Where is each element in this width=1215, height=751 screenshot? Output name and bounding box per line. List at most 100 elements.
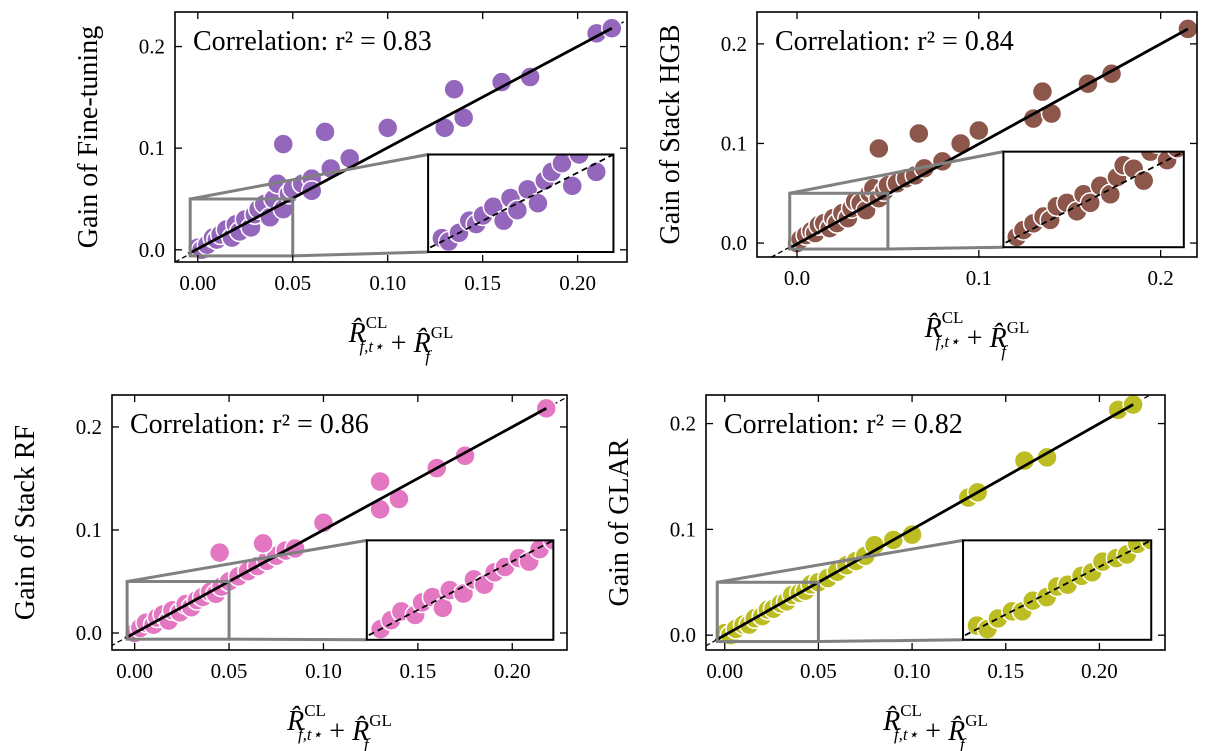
point	[706, 75, 726, 95]
point	[1139, 151, 1162, 163]
point	[526, 481, 546, 501]
x-label-sub: f,t⋆	[935, 332, 960, 351]
x-label-part: +	[960, 323, 990, 354]
annotation: Correlation: r² = 0.82	[724, 409, 963, 440]
point	[561, 175, 584, 197]
point	[1177, 18, 1197, 40]
inset	[366, 358, 840, 640]
x-label-sup: GL	[369, 711, 392, 730]
x-label-part: +	[918, 716, 948, 747]
x-label-part: R̂	[924, 313, 942, 344]
point	[376, 117, 399, 139]
x-tick-label: 0.20	[559, 271, 596, 295]
point	[586, 50, 606, 70]
plot-area	[112, 396, 567, 647]
axes-frame	[111, 394, 568, 651]
zoom-region	[788, 191, 890, 251]
y-tick-label: 0.1	[139, 136, 165, 160]
point	[1159, 523, 1179, 543]
x-label-sup: GL	[431, 323, 454, 342]
y-axis-label: Gain of Stack RF	[10, 425, 41, 620]
point	[1150, 151, 1164, 154]
inset-diagonal	[1003, 151, 1184, 245]
x-tick-label: 0.1	[966, 266, 992, 290]
x-label-part: R̂	[348, 318, 366, 349]
x-tick-label: 0.00	[179, 271, 216, 295]
point	[551, 154, 573, 174]
point	[621, 118, 641, 138]
connector	[716, 538, 964, 584]
x-label-sub: f,t⋆	[894, 725, 919, 744]
inset-diagonal	[366, 540, 554, 638]
point	[369, 470, 391, 493]
point	[1191, 125, 1211, 145]
y-tick-label: 0.0	[139, 238, 165, 262]
x-label-sup: GL	[965, 711, 988, 730]
connector	[126, 538, 368, 583]
y-tick-label: 0.1	[670, 517, 696, 541]
x-tick-label: 0.10	[305, 659, 342, 683]
x-tick-label: 0.05	[211, 659, 248, 683]
inset	[1003, 65, 1215, 248]
x-tick-label: 0.05	[274, 271, 311, 295]
point	[561, 521, 581, 541]
fit-line	[787, 27, 1189, 251]
fit-line	[187, 27, 613, 256]
x-tick-label: 0.20	[1081, 659, 1118, 683]
y-tick-label: 0.2	[670, 412, 696, 436]
point	[1207, 116, 1215, 136]
x-label-sup: CL	[900, 701, 922, 720]
x-label-part: +	[322, 716, 352, 747]
y-tick-label: 0.2	[139, 35, 165, 59]
point	[968, 119, 990, 142]
x-label-sub: f	[960, 735, 967, 751]
point	[1176, 513, 1196, 533]
connector	[292, 250, 429, 258]
y-tick-label: 0.1	[76, 518, 102, 542]
x-tick-label: 0.00	[706, 659, 743, 683]
y-tick-label: 0.0	[76, 621, 102, 645]
point	[1157, 65, 1177, 85]
x-label-part: R̂	[413, 328, 431, 359]
axes: 0.00 0.05 0.10 0.15 0.20 0.0 0.1 0.2 Correlation…	[73, 11, 726, 366]
y-tick-label: 0.2	[721, 32, 747, 56]
point	[576, 118, 596, 138]
inset	[963, 495, 1215, 640]
inset	[428, 50, 726, 252]
annotation: Correlation: r² = 0.86	[130, 409, 369, 440]
axes: 0.00 0.05 0.10 0.15 0.20 0.0 0.1 0.2 Correlation…	[604, 394, 1215, 751]
zoom-region	[125, 579, 231, 641]
point	[820, 358, 840, 378]
x-label-part: R̂	[947, 716, 965, 747]
x-axis-label: R̂CL f,t⋆ + R̂GL f	[286, 701, 392, 751]
point	[578, 513, 598, 533]
point	[208, 541, 231, 564]
connector	[189, 153, 429, 201]
x-label-part: R̂	[989, 323, 1007, 354]
y-tick-label: 0.0	[721, 231, 747, 255]
fit-line	[124, 407, 547, 640]
x-label-sup: CL	[304, 701, 326, 720]
x-axis-label: R̂CL f,t⋆ + R̂GL f	[924, 308, 1030, 361]
point	[908, 122, 930, 145]
point	[600, 154, 613, 157]
x-tick-label: 0.15	[987, 659, 1024, 683]
x-label-part: R̂	[882, 706, 900, 737]
point	[272, 133, 295, 155]
x-label-sup: GL	[1007, 318, 1030, 337]
connector	[818, 638, 964, 644]
point	[506, 199, 529, 221]
x-tick-label: 0.20	[494, 659, 531, 683]
x-label-sub: f	[1001, 342, 1008, 361]
x-tick-label: 0.15	[399, 659, 436, 683]
x-tick-label: 0.00	[116, 659, 153, 683]
axes: 0.0 0.1 0.2 0.0 0.1 0.2 Correlation: r² = 0.84…	[655, 11, 1215, 361]
connector	[887, 245, 1004, 251]
point	[1031, 80, 1054, 103]
x-tick-label: 0.15	[464, 271, 501, 295]
inset-diagonal	[963, 540, 1152, 638]
point	[1211, 495, 1215, 515]
point	[1194, 502, 1214, 522]
point	[568, 154, 590, 166]
